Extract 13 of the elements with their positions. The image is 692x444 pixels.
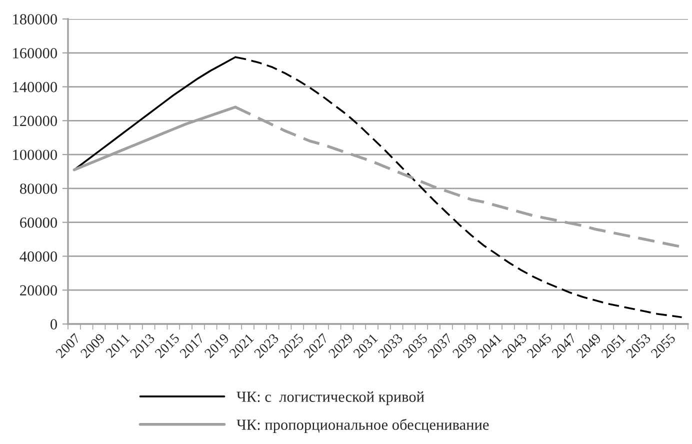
y-tick-label: 60000 bbox=[20, 217, 57, 228]
y-tick-label: 160000 bbox=[13, 48, 57, 58]
y-tick-label: 120000 bbox=[13, 116, 57, 126]
y-tick-label: 180000 bbox=[13, 14, 57, 24]
y-tick-label: 0 bbox=[50, 319, 57, 330]
x-tick-label: 2011 bbox=[105, 333, 130, 358]
y-tick-label: 80000 bbox=[20, 184, 57, 194]
text: ЧК: пропорциональное обесценивание bbox=[236, 418, 489, 434]
y-tick-label: 100000 bbox=[13, 150, 57, 160]
y-tick-label: 40000 bbox=[20, 251, 57, 262]
y-tick-label: 20000 bbox=[20, 285, 57, 296]
y-tick-label: 140000 bbox=[13, 82, 57, 92]
text: ЧК: с логистической кривой bbox=[236, 391, 424, 406]
